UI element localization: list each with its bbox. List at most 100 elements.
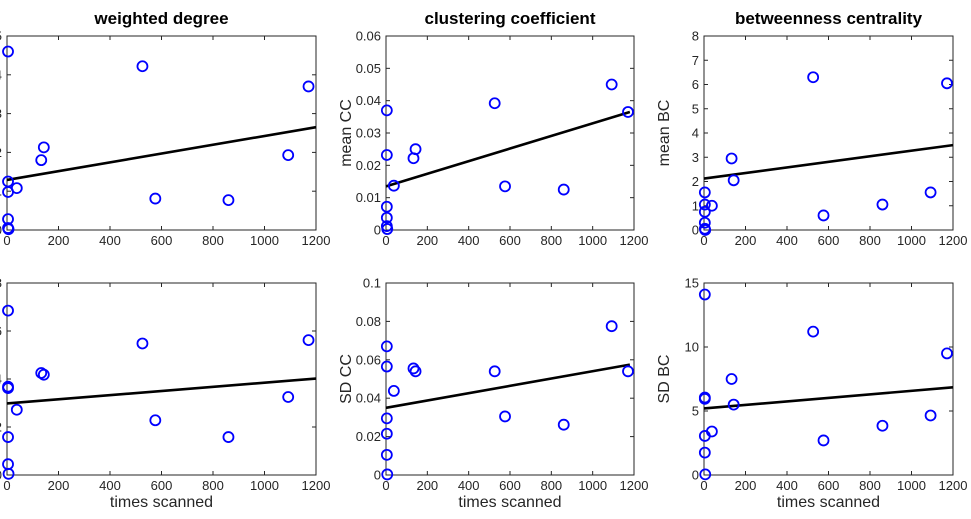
data-point xyxy=(876,198,889,211)
panel-mean-cc: 0 200 400 600 800 1000 1200 0 0.01 0.02 0.03 0.04 0.… xyxy=(338,9,648,248)
axes-box xyxy=(6,282,317,476)
data-point xyxy=(488,365,501,378)
x-tick-label: 800 xyxy=(540,478,562,493)
data-point xyxy=(380,412,393,425)
y-axis-label: SD CC xyxy=(338,354,355,404)
x-tick-label: 0 xyxy=(382,478,389,493)
data-point xyxy=(924,186,937,199)
data-point xyxy=(2,467,15,480)
x-tick-label: 400 xyxy=(458,233,480,248)
data-point xyxy=(699,224,712,236)
data-point xyxy=(2,45,14,58)
y-tick-label: 0.01 xyxy=(356,190,381,205)
data-point xyxy=(727,174,740,187)
x-tick-label: 1200 xyxy=(620,478,649,493)
x-axis-label: times scanned xyxy=(458,494,561,511)
y-tick-label: 5 xyxy=(692,404,699,419)
data-point xyxy=(2,304,14,317)
data-point xyxy=(2,458,14,471)
data-point xyxy=(380,448,393,461)
x-tick-label: 200 xyxy=(416,478,438,493)
x-tick-label: 600 xyxy=(818,233,840,248)
data-point xyxy=(380,360,393,373)
y-tick-label: 0 xyxy=(374,468,381,483)
data-point xyxy=(10,182,23,194)
x-tick-label: 1200 xyxy=(620,233,649,248)
x-tick-label: 600 xyxy=(499,233,521,248)
data-point xyxy=(380,149,393,161)
panel-title: weighted degree xyxy=(93,9,228,28)
x-tick-label: 200 xyxy=(416,233,438,248)
panel-mean-bc: 0 200 400 600 800 1000 1200 0 1 2 3 4 5 6 7 8 mean BC bet… xyxy=(656,9,967,248)
data-point xyxy=(380,211,393,224)
x-tick-label: 400 xyxy=(99,233,121,248)
fit-line xyxy=(385,110,631,188)
data-point xyxy=(2,223,15,236)
data-point xyxy=(807,71,820,84)
data-point xyxy=(698,392,711,405)
data-point xyxy=(622,365,634,378)
data-point xyxy=(557,418,570,431)
x-axis-label: times scanned xyxy=(777,494,880,511)
y-tick-label: 6 xyxy=(692,77,699,92)
x-tick-label: 0 xyxy=(700,478,707,493)
data-point xyxy=(35,154,48,167)
data-point xyxy=(499,410,511,423)
data-point xyxy=(705,425,718,438)
y-tick-label: 0.04 xyxy=(0,372,2,387)
data-point xyxy=(817,209,830,222)
y-tick-label: 15 xyxy=(685,276,699,291)
data-point xyxy=(35,367,48,379)
fit-line xyxy=(703,143,954,180)
panel-sd-bc: 0 200 400 600 800 1000 1200 0 5 10 15 SD BC times sc… xyxy=(656,276,967,512)
data-point xyxy=(2,382,14,395)
axes-box xyxy=(385,282,635,476)
data-point xyxy=(941,347,953,360)
data-point xyxy=(699,468,712,481)
x-tick-label: 0 xyxy=(3,478,10,493)
data-point xyxy=(605,78,618,91)
x-tick-label: 0 xyxy=(3,233,10,248)
data-point xyxy=(727,398,740,411)
y-tick-label: 0.03 xyxy=(356,126,381,141)
y-tick-label: 8 xyxy=(692,29,699,44)
x-tick-label: 800 xyxy=(859,233,881,248)
data-point xyxy=(149,414,162,427)
data-point xyxy=(302,80,315,93)
data-point xyxy=(381,468,394,481)
data-point xyxy=(698,288,711,301)
y-tick-label: 0.05 xyxy=(356,61,381,76)
x-tick-label: 1000 xyxy=(578,233,607,248)
data-point xyxy=(381,223,394,235)
y-axis-label: SD BC xyxy=(656,355,673,404)
data-point xyxy=(725,152,738,165)
data-point xyxy=(698,446,711,459)
x-tick-label: 400 xyxy=(776,233,798,248)
fit-line xyxy=(6,125,317,182)
fit-line xyxy=(385,363,631,410)
x-tick-label: 800 xyxy=(202,478,224,493)
panel-mean-degree: 0 200 400 600 800 1000 1200 0 0.01 0.02 0.03 0.04 0.… xyxy=(0,9,330,248)
data-point xyxy=(2,175,14,188)
y-tick-label: 0 xyxy=(0,223,2,238)
x-tick-label: 1200 xyxy=(302,478,331,493)
data-point xyxy=(380,200,393,213)
data-point xyxy=(557,183,570,196)
x-tick-label: 400 xyxy=(776,478,798,493)
axes-box xyxy=(6,35,317,231)
fit-line xyxy=(6,377,317,405)
data-point xyxy=(725,373,738,385)
data-point xyxy=(817,434,830,447)
data-point xyxy=(698,205,711,218)
y-tick-label: 0.01 xyxy=(0,184,2,199)
axes-box xyxy=(385,35,635,231)
data-point xyxy=(380,340,393,353)
data-point xyxy=(282,149,295,162)
x-tick-label: 1200 xyxy=(939,233,968,248)
x-tick-label: 600 xyxy=(151,233,173,248)
y-tick-label: 0 xyxy=(0,468,2,483)
x-tick-label: 1000 xyxy=(897,478,926,493)
x-tick-label: 600 xyxy=(151,478,173,493)
data-point xyxy=(10,403,23,416)
